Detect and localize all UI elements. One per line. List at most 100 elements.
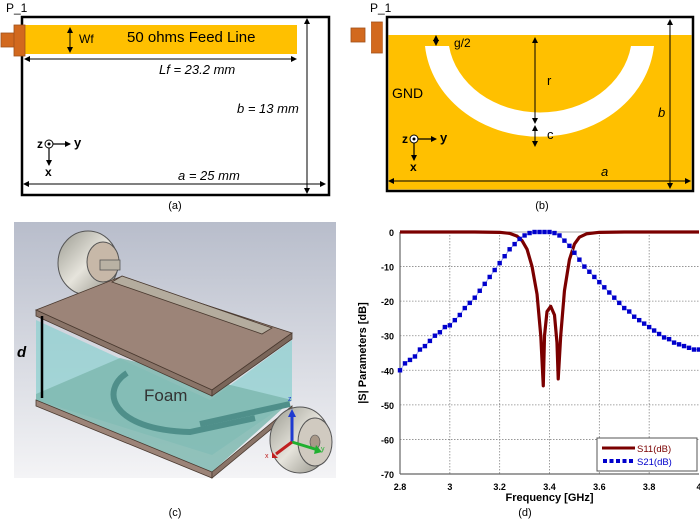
s21-point — [676, 342, 682, 347]
s21-point — [547, 229, 552, 235]
caption-c: (c) — [168, 507, 182, 519]
triad-y-label: y — [321, 446, 325, 453]
s21-point — [497, 260, 502, 266]
s21-point — [612, 295, 617, 300]
s21-point — [582, 264, 587, 269]
radius-label: r — [547, 73, 552, 88]
caption-a: (a) — [168, 200, 182, 212]
s21-point — [447, 323, 453, 328]
s21-point — [592, 274, 597, 280]
s21-point — [666, 336, 672, 342]
s21-point — [651, 328, 657, 333]
d-label: d — [17, 344, 27, 361]
s21-point — [402, 361, 408, 366]
legend-entry: S21(dB) — [637, 457, 672, 468]
x-tick-label: 2.8 — [394, 482, 407, 492]
b-label: b = 13 mm — [237, 101, 299, 116]
panel-d-s-parameter-chart: 0 -10 -20 -30 -40 -50 -60 -70 2.8 3 3.2 3.4 3.6 3.8 4 F… — [350, 215, 700, 523]
triad-y-arrow-icon — [291, 440, 319, 452]
panel-a-top-layer: P_1 Wf 50 ohms Feed Line Lf = 23.2 mm b … — [0, 0, 345, 215]
s21-point — [572, 250, 577, 255]
s21-point — [622, 305, 627, 311]
port-label: P_1 — [370, 1, 392, 15]
y-tick-label: -70 — [381, 470, 394, 480]
s21-point — [597, 279, 602, 285]
s21-point — [537, 229, 542, 235]
s21-point — [442, 324, 448, 330]
port-connector-small — [350, 27, 366, 43]
x-tick-label: 3 — [447, 482, 452, 492]
slot-width-label: c — [547, 127, 554, 142]
axis-z-label: z — [37, 137, 43, 151]
s21-point — [502, 254, 507, 259]
port-label: P_1 — [6, 1, 28, 15]
caption-d: (d) — [518, 507, 532, 519]
y-tick-label: -20 — [381, 297, 394, 307]
s21-point — [681, 343, 687, 349]
s21-point — [562, 238, 567, 243]
s21-point — [632, 314, 637, 319]
s21-point — [696, 347, 700, 352]
s21-point — [472, 295, 477, 300]
s21-point — [617, 300, 622, 306]
s21-point — [691, 347, 697, 352]
y-tick-label: -10 — [381, 263, 394, 273]
s21-point — [552, 230, 557, 236]
y-tick-label: -50 — [381, 401, 394, 411]
s21-point — [587, 269, 592, 274]
feed-line-label: 50 ohms Feed Line — [127, 29, 256, 46]
gnd-label: GND — [392, 85, 424, 101]
legend-entry: S11(dB) — [637, 444, 671, 455]
s21-point — [407, 357, 413, 363]
x-axis-label: Frequency [GHz] — [505, 492, 593, 504]
s21-point — [522, 233, 527, 238]
s21-point — [412, 354, 418, 359]
x-tick-label: 3.8 — [643, 482, 656, 492]
x-tick-label: 3.4 — [543, 482, 556, 492]
s21-point — [427, 338, 433, 344]
panel-a-drawing — [0, 15, 331, 197]
s21-point — [487, 274, 492, 280]
s21-point — [637, 317, 642, 323]
s21-point — [462, 305, 467, 311]
s21-point — [457, 312, 462, 318]
port-connector — [371, 21, 383, 54]
x-tick-label: 4 — [696, 482, 700, 492]
s21-point — [492, 267, 497, 273]
chart-legend: S11(dB) S21(dB) — [596, 437, 698, 472]
x-tick-label: 3.6 — [593, 482, 606, 492]
a-label: a = 25 mm — [178, 168, 240, 183]
s21-point — [627, 309, 632, 314]
axis-y-label: y — [74, 135, 82, 150]
a-label: a — [601, 164, 609, 179]
s21-point — [646, 324, 652, 330]
axis-x-label: x — [410, 160, 417, 174]
y-tick-label: 0 — [389, 228, 394, 238]
s21-point — [512, 241, 517, 247]
chart-series — [397, 229, 700, 388]
s21-point — [417, 347, 423, 352]
legend-box — [596, 437, 698, 472]
panel-c-3d-model: d Foam z x y (c) — [0, 210, 350, 523]
foam-label: Foam — [144, 386, 188, 405]
s21-point — [477, 288, 482, 293]
s21-point — [482, 281, 487, 287]
x-tick-label: 3.2 — [493, 482, 506, 492]
s21-point — [602, 285, 607, 290]
s21-point — [656, 331, 662, 337]
port-connector-small — [0, 32, 16, 48]
chart-plot: 0 -10 -20 -30 -40 -50 -60 -702.8 3 3.2 3.4 3.6 3.8 4 F… — [357, 228, 700, 504]
chart-axes: 0 -10 -20 -30 -40 -50 -60 -702.8 3 3.2 3.4 3.6 3.8 4 F… — [357, 228, 700, 504]
wf-label: Wf — [79, 32, 94, 46]
axis-y-label: y — [440, 130, 448, 145]
axis-x-label: x — [45, 165, 52, 179]
s21-point — [517, 236, 522, 242]
s11-line — [400, 230, 699, 388]
panel-b-drawing — [350, 15, 695, 193]
s21-point — [577, 257, 582, 262]
triad-x-label: x — [265, 453, 269, 460]
s21-point — [532, 229, 537, 235]
s21-point — [452, 317, 458, 323]
triad-z-label: z — [288, 396, 292, 403]
gap-label: g/2 — [454, 36, 471, 50]
